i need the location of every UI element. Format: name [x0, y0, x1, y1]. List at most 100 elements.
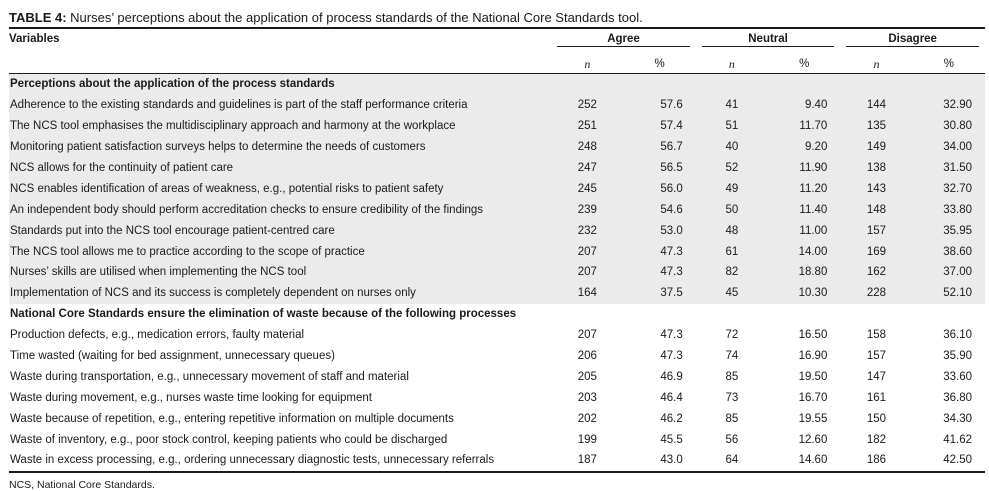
cell-disagree-n: 162: [840, 262, 913, 283]
header-disagree-label: Disagree: [846, 32, 979, 47]
row-label: Waste because of repetition, e.g., enter…: [10, 412, 454, 425]
cell-disagree-p: 35.95: [912, 220, 985, 242]
cell-disagree-p: 36.80: [943, 391, 972, 404]
header-neutral-pct: %: [768, 54, 841, 74]
cell-disagree-n: 158: [866, 329, 887, 342]
table-row: Waste during movement, e.g., nurses wast…: [9, 387, 985, 408]
cell-neutral-p: 19.50: [798, 370, 828, 383]
row-label: Waste during movement, e.g., nurses wast…: [10, 391, 372, 404]
header-row-groups: Variables Agree Neutral Disagree: [9, 27, 985, 54]
table-row: Waste during transportation, e.g., unnec…: [9, 366, 985, 387]
row-label: The NCS tool allows me to practice accor…: [9, 241, 552, 263]
header-neutral: Neutral: [695, 27, 841, 54]
cell-neutral-n: 41: [695, 94, 769, 116]
cell-neutral-p: 11.20: [768, 178, 841, 200]
cell-disagree-p: 34.00: [912, 136, 985, 158]
cell-neutral-n: 85: [725, 412, 739, 425]
cell-agree-n: 199: [577, 433, 597, 446]
row-label: NCS allows for the continuity of patient…: [9, 157, 552, 179]
cell-neutral-p: 9.40: [768, 94, 841, 116]
cell-neutral-p: 11.70: [768, 115, 841, 137]
cell-disagree-p: 36.10: [943, 329, 972, 342]
cell-agree-p: 46.2: [660, 412, 683, 425]
table-container: TABLE 4: Nurses’ perceptions about the a…: [9, 9, 985, 491]
row-label: Standards put into the NCS tool encourag…: [9, 220, 552, 242]
cell-neutral-n: 40: [695, 136, 769, 158]
cell-agree-n: 239: [551, 199, 624, 221]
cell-disagree-p: 34.30: [943, 412, 972, 425]
data-table: Variables Agree Neutral Disagree n % n %…: [9, 27, 985, 473]
table-row: An independent body should perform accre…: [9, 199, 985, 221]
header-neutral-n: n: [695, 54, 769, 74]
cell-neutral-n: 82: [695, 262, 769, 283]
cell-agree-n: 232: [551, 220, 624, 242]
cell-disagree-n: 228: [840, 282, 913, 304]
cell-agree-p: 47.3: [660, 350, 683, 363]
cell-agree-p: 57.4: [623, 115, 696, 137]
cell-neutral-p: 11.00: [768, 220, 841, 242]
cell-agree-n: 245: [551, 178, 624, 200]
header-variables: Variables: [9, 27, 552, 54]
cell-disagree-n: 143: [840, 178, 913, 200]
cell-agree-p: 46.9: [660, 370, 683, 383]
cell-agree-p: 56.5: [623, 157, 696, 179]
cell-agree-p: 56.7: [623, 136, 696, 158]
cell-neutral-p: 16.70: [798, 391, 828, 404]
cell-agree-n: 248: [551, 136, 624, 158]
table-row: Time wasted (waiting for bed assignment,…: [9, 346, 985, 367]
row-label: Waste in excess processing, e.g., orderi…: [9, 450, 552, 473]
cell-agree-n: 164: [551, 282, 624, 304]
cell-disagree-p: 42.50: [912, 450, 985, 473]
cell-neutral-p: 14.00: [768, 241, 841, 263]
cell-agree-n: 247: [551, 157, 624, 179]
table-row: Standards put into the NCS tool encourag…: [9, 220, 985, 242]
cell-neutral-p: 9.20: [768, 136, 841, 158]
cell-neutral-n: 48: [695, 220, 769, 242]
cell-neutral-n: 74: [725, 350, 739, 363]
cell-disagree-p: 32.70: [912, 178, 985, 200]
cell-neutral-n: 50: [695, 199, 769, 221]
cell-agree-p: 57.6: [623, 94, 696, 116]
row-label: The NCS tool emphasises the multidiscipl…: [9, 115, 552, 137]
cell-disagree-n: 149: [840, 136, 913, 158]
cell-neutral-n: 61: [695, 241, 769, 263]
row-label: NCS enables identification of areas of w…: [9, 178, 552, 200]
table-row: The NCS tool emphasises the multidiscipl…: [9, 115, 985, 137]
cell-agree-n: 251: [551, 115, 624, 137]
cell-agree-p: 47.3: [623, 262, 696, 283]
cell-disagree-n: 157: [866, 350, 887, 363]
cell-neutral-p: 14.60: [768, 450, 841, 473]
cell-agree-n: 207: [577, 329, 597, 342]
caption-text: Nurses’ perceptions about the applicatio…: [66, 10, 643, 25]
header-agree-pct: %: [623, 54, 696, 74]
cell-neutral-p: 16.90: [798, 350, 828, 363]
table-row: Waste in excess processing, e.g., orderi…: [9, 450, 985, 473]
cell-disagree-p: 33.80: [912, 199, 985, 221]
cell-neutral-p: 18.80: [768, 262, 841, 283]
row-label: Waste of inventory, e.g., poor stock con…: [10, 433, 448, 446]
cell-neutral-n: 49: [695, 178, 769, 200]
header-neutral-label: Neutral: [701, 32, 835, 47]
table-row: NCS enables identification of areas of w…: [9, 178, 985, 200]
row-label: Time wasted (waiting for bed assignment,…: [10, 350, 335, 363]
row-label: Implementation of NCS and its success is…: [9, 282, 552, 304]
row-label: Monitoring patient satisfaction surveys …: [9, 136, 552, 158]
cell-neutral-p: 16.50: [798, 329, 828, 342]
row-label: Nurses’ skills are utilised when impleme…: [9, 262, 552, 283]
header-agree: Agree: [551, 27, 696, 54]
cell-disagree-p: 38.60: [912, 241, 985, 263]
header-blank: [9, 54, 552, 74]
cell-disagree-p: 33.60: [943, 370, 972, 383]
cell-neutral-p: 12.60: [798, 433, 828, 446]
cell-disagree-p: 37.00: [912, 262, 985, 283]
cell-agree-n: 187: [551, 450, 624, 473]
table-row: Monitoring patient satisfaction surveys …: [9, 136, 985, 158]
cell-disagree-p: 30.80: [912, 115, 985, 137]
header-disagree-pct: %: [912, 54, 985, 74]
cell-disagree-n: 182: [866, 433, 887, 446]
section-title: Perceptions about the application of the…: [9, 73, 985, 95]
cell-disagree-n: 138: [840, 157, 913, 179]
cell-agree-n: 206: [577, 350, 597, 363]
section-header-row: National Core Standards ensure the elimi…: [9, 304, 985, 325]
cell-agree-n: 207: [551, 241, 624, 263]
